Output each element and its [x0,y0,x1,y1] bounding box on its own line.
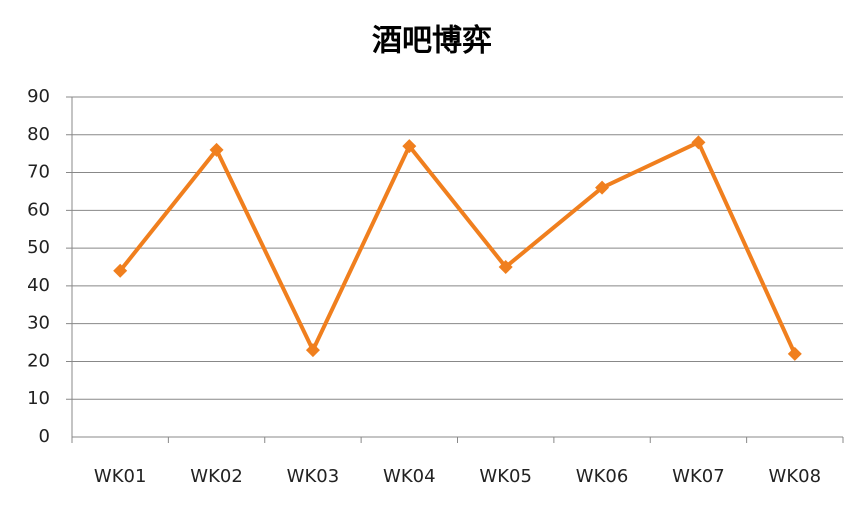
y-tick-label: 10 [27,388,50,409]
line [118,140,797,355]
x-tick-label: WK05 [479,466,532,487]
marker [402,139,417,154]
y-tick-label: 70 [27,162,50,183]
y-tick-label: 80 [27,124,50,145]
marker [305,343,320,358]
marker [595,180,610,195]
y-tick-label: 90 [27,86,50,107]
y-tick-label: 50 [27,237,50,258]
marker [113,263,128,278]
x-tick-label: WK08 [769,466,822,487]
x-tick-label: WK06 [576,466,629,487]
chart-title: 酒吧博弈 [372,24,492,59]
marker [498,260,513,274]
x-tick-label: WK02 [190,466,243,487]
x-tick-label: WK01 [94,466,147,487]
marker [209,142,224,157]
x-tick-label: WK04 [383,466,436,487]
y-tick-label: 30 [27,313,50,334]
marker [787,346,802,361]
marker [691,135,706,150]
y-tick-label: 0 [39,426,50,447]
x-tick-label: WK03 [287,466,340,487]
y-tick-label: 60 [27,199,50,220]
x-tick-label: WK07 [672,466,725,487]
y-tick-label: 20 [27,350,50,371]
y-tick-label: 40 [27,275,50,296]
